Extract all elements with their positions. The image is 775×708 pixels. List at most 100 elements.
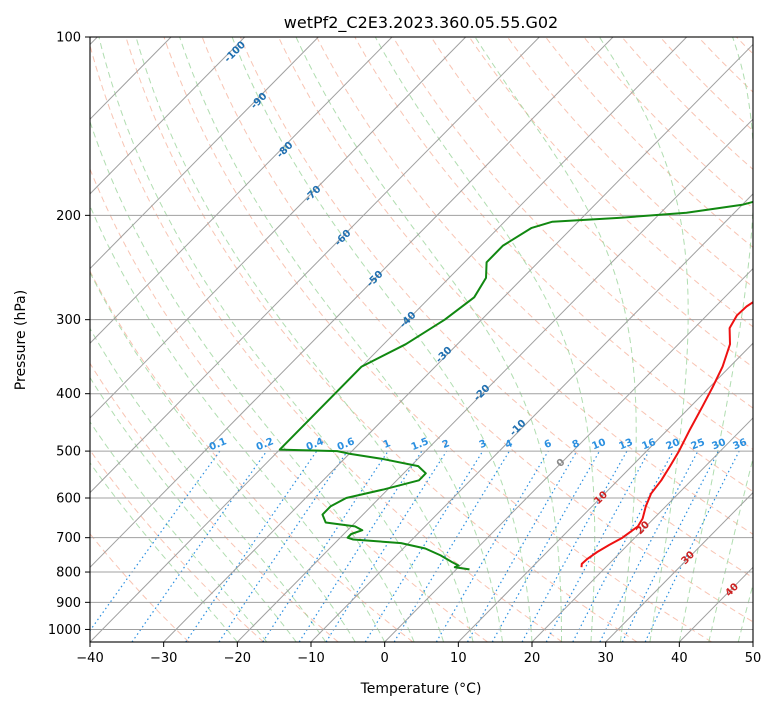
mixing-ratio-label: 6 [543,438,554,451]
y-tick-label: 700 [56,531,81,546]
dry-adiabat-line [90,270,414,642]
y-axis-ticks: 100 200 300 400 500 600 700 800 900 1000 [48,31,90,638]
moist-adiabat-line [90,271,356,642]
mixing-ratio-line [298,450,423,642]
dry-adiabat-line [163,37,712,642]
mixing-ratio-label: 16 [641,437,658,452]
y-tick-label: 400 [56,387,81,402]
mixing-ratio-line [435,450,549,642]
isotherm-line [90,37,688,642]
isotherm-line [90,37,540,494]
isotherm-line [90,37,246,195]
x-tick-label: −10 [297,651,324,666]
isotherm-line [90,37,319,270]
mixing-ratio-line [325,450,448,642]
mixing-ratio-line [545,450,650,642]
plot-frame [89,36,754,643]
x-tick-label: 0 [381,651,389,666]
isobar-gridlines [90,37,753,630]
dry-adiabats [90,37,753,642]
moist-adiabat-line [90,204,386,642]
mixing-ratio-label: 3 [478,438,489,451]
mixing-ratio-label: 1 [382,438,393,451]
moist-adiabat-line [90,462,238,642]
y-tick-label: 200 [56,209,81,224]
mixing-ratio-line [364,450,484,642]
mixing-ratio-label: 2 [441,438,452,451]
mixing-ratio-label: 36 [732,437,749,452]
moist-adiabat-line [90,421,268,642]
moist-adiabat-line [474,37,637,642]
chart-title: wetPf2_C2E3.2023.360.05.55.G02 [284,13,558,33]
isotherm-line [531,417,753,642]
mixing-ratio-label: 10 [591,437,608,452]
mixing-ratio-line [521,450,628,642]
dry-adiabat-line [430,37,753,368]
mixing-ratio-label: 20 [665,437,682,452]
dry-adiabat-line [90,449,264,642]
isotherm-line [457,342,753,642]
x-tick-label: −30 [150,651,177,666]
sounding-series [278,200,753,571]
y-tick-label: 600 [56,492,81,507]
mixing-ratio-label: 25 [690,437,707,452]
moist-adiabat-line [135,37,474,642]
mixing-ratio-label: 4 [504,438,515,451]
moist-adiabat-line [374,37,596,642]
mixing-ratio-line [466,450,578,642]
mixing-ratio-line [131,450,268,642]
x-tick-label: −20 [224,651,251,666]
y-tick-label: 900 [56,596,81,611]
y-tick-label: 1000 [48,623,81,638]
isotherm-line [163,43,753,642]
isotherm-line [90,37,467,419]
dry-adiabat-line [545,37,753,249]
y-tick-label: 100 [56,31,81,46]
moist-adiabat-line [678,37,753,642]
mixing-ratio-line [90,450,221,632]
mixing-ratio-label: 8 [571,438,582,451]
dry-adiabat-line [125,37,638,642]
x-tick-label: 40 [671,651,688,666]
isotherm-line [384,267,753,642]
y-tick-label: 500 [56,445,81,460]
x-tick-label: 30 [597,651,614,666]
y-tick-label: 300 [56,313,81,328]
dry-adiabat-line [239,37,753,579]
mixing-ratio-label: 13 [618,437,635,452]
moist-adiabat-line [708,456,753,642]
mixing-ratio-label: 30 [711,437,728,452]
y-axis-label: Pressure (hPa) [13,290,29,390]
isotherm-line [90,37,614,569]
mixing-ratio-line [262,450,389,642]
x-axis-label: Temperature (°C) [360,681,482,697]
dry-adiabat-line [392,37,753,409]
y-tick-label: 800 [56,566,81,581]
dry-adiabat-line [278,37,753,535]
x-tick-label: −40 [76,651,103,666]
moist-adiabat-line [295,37,562,642]
moist-adiabat-line [231,37,533,642]
isotherm-gridlines [90,37,753,642]
isotherm-line [236,118,753,642]
dry-adiabat-line [468,37,753,328]
moist-adiabat-line [737,582,753,642]
mixing-ratio-line [491,450,601,642]
dry-adiabat-line [583,37,753,209]
mixing-ratio-line [393,450,510,642]
x-tick-label: 50 [745,651,762,666]
dewpoint-profile-line [278,200,753,571]
dry-adiabat-line [201,37,753,623]
moist-adiabat-line [90,327,327,642]
isotherm-line [310,193,753,642]
x-tick-label: 20 [524,651,541,666]
x-axis-ticks: −40 −30 −20 −10 0 10 20 30 40 50 [76,642,761,666]
moist-adiabat-line [90,376,297,642]
x-tick-label: 10 [450,651,467,666]
moist-adiabat-line [98,37,445,642]
moist-adiabat-line [598,37,689,642]
mixing-ratio-lines [90,450,740,642]
moist-adiabats [90,37,753,642]
isotherm-line [605,491,753,642]
